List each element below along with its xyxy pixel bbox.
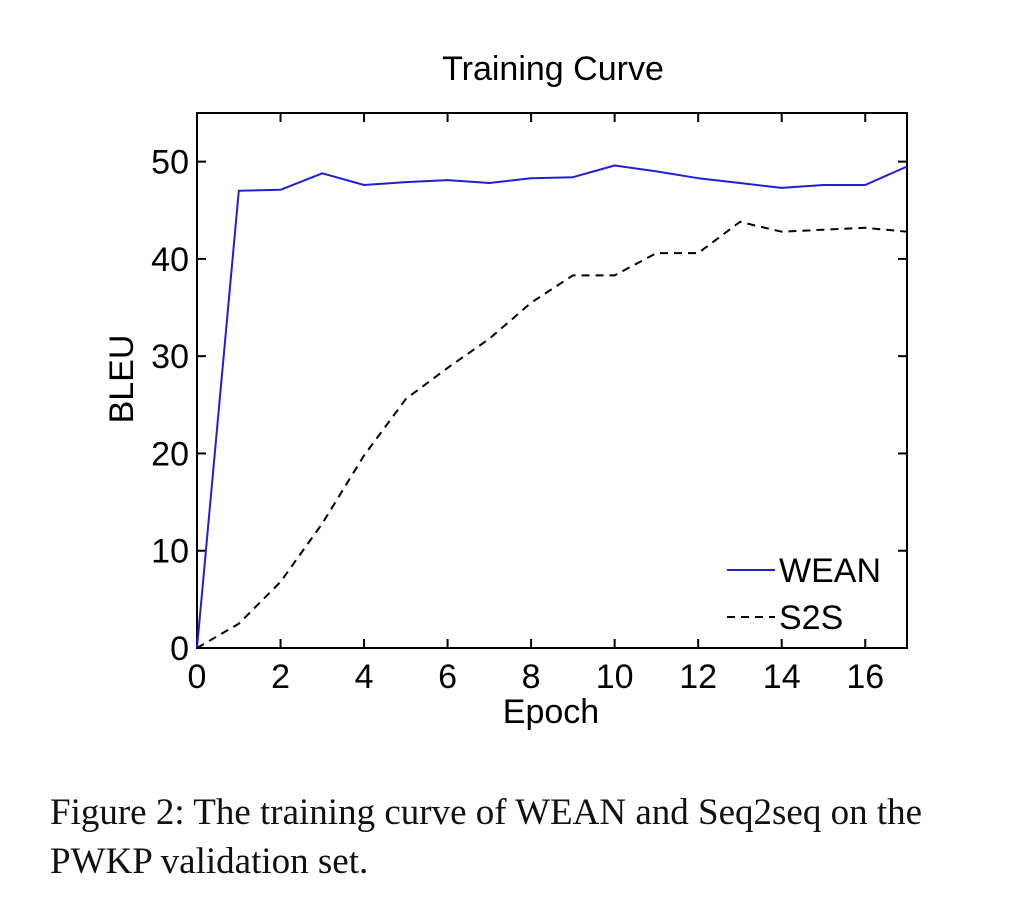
x-tick-label: 12 — [679, 658, 717, 696]
y-tick-label: 10 — [151, 533, 189, 571]
legend-label-wean: WEAN — [779, 552, 881, 590]
plot-frame — [196, 112, 908, 649]
x-tick-label: 16 — [846, 658, 884, 696]
figure-caption: Figure 2: The training curve of WEAN and… — [50, 792, 923, 882]
x-tick-label: 2 — [271, 658, 290, 696]
x-tick-label: 4 — [355, 658, 374, 696]
y-tick-label: 50 — [151, 144, 189, 182]
series-line-s2s — [196, 220, 908, 649]
series-line-wean — [196, 164, 908, 649]
y-tick-label: 30 — [151, 338, 189, 376]
y-axis-label: BLEU — [103, 335, 141, 424]
y-tick-label: 0 — [170, 630, 189, 668]
y-tick-label: 40 — [151, 241, 189, 279]
x-tick-label: 14 — [763, 658, 801, 696]
chart-title: Training Curve — [442, 50, 664, 88]
plot-area: 0 2 4 6 8 10 12 14 16 0 10 20 30 40 50 WEAN S2S — [151, 112, 908, 696]
legend-label-s2s: S2S — [779, 599, 843, 637]
x-axis-label: Epoch — [503, 693, 599, 731]
x-tick-label: 10 — [596, 658, 634, 696]
x-tick-label: 6 — [438, 658, 457, 696]
x-tick-label: 8 — [522, 658, 541, 696]
y-tick-label: 20 — [151, 435, 189, 473]
training-curve-chart: Training Curve Epoch BLEU 0 2 4 6 8 10 12 14 160… — [103, 50, 908, 731]
x-tick-label: 0 — [188, 658, 207, 696]
